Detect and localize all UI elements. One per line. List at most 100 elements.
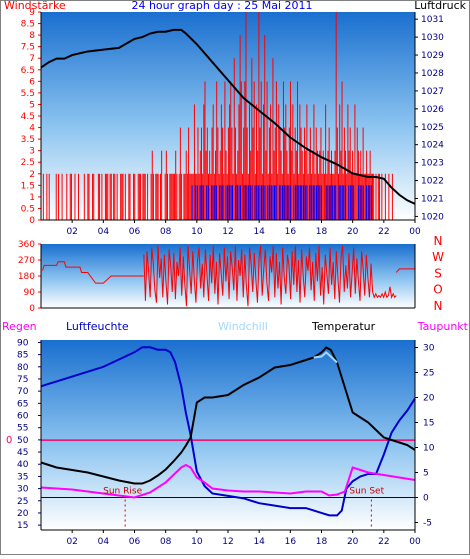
rain-zero-label: 0	[6, 435, 12, 446]
series-line	[40, 346, 416, 485]
wind-tick-label: 5	[29, 100, 35, 110]
wind-tick-label: 6.5	[21, 66, 35, 76]
x-tick-label: 00	[409, 227, 421, 237]
wind-tick-label: 4	[29, 124, 35, 134]
x-tick-label: 18	[316, 537, 328, 547]
pressure-tick-label: 1031	[421, 15, 444, 25]
compass-label: N	[434, 299, 443, 313]
wind-direction-lines	[42, 245, 415, 307]
x-tick-label: 16	[285, 537, 297, 547]
compass-label: N	[434, 234, 443, 248]
wind-tick-label: 1	[29, 193, 35, 203]
pressure-axis-title: Luftdruck	[414, 0, 466, 12]
compass-label: S	[434, 266, 442, 280]
wind-tick-label: 5.5	[21, 89, 35, 99]
sun-annotation-label: Sun Set	[349, 487, 384, 497]
humidity-tick-label: 60	[17, 412, 29, 422]
wind-tick-label: 1.5	[21, 181, 35, 191]
direction-tick-label: 90	[24, 288, 36, 298]
legend-entry: Luftfeuchte	[66, 320, 129, 333]
humidity-tick-label: 30	[17, 485, 29, 495]
humidity-tick-label: 75	[17, 375, 28, 385]
wind-tick-label: 0.5	[21, 204, 35, 214]
wind-direction-line	[395, 268, 415, 273]
panel3-legend: Regen Luftfeuchte Windchill Temperatur Taupu…	[2, 320, 469, 333]
wind-tick-label: 3	[29, 147, 35, 157]
humidity-tick-label: 25	[17, 497, 28, 507]
pressure-tick-label: 1022	[421, 177, 444, 187]
wind-tick-label: 2.5	[21, 158, 35, 168]
direction-tick-label: 360	[18, 240, 35, 250]
humidity-tick-label: 15	[17, 521, 28, 531]
x-tick-label: 10	[191, 537, 203, 547]
x-tick-label: 20	[347, 227, 359, 237]
wind-tick-label: 7.5	[21, 43, 35, 53]
legend-entry: Windchill	[218, 320, 268, 333]
wind-tick-label: 9	[29, 8, 35, 18]
pressure-axis-ticks: 1020 1021 1022 1023 1024 1025 1026 1027 1028 1029…	[415, 15, 444, 222]
pressure-tick-label: 1030	[421, 33, 444, 43]
wind-speed-axis-title: Windstärke	[4, 0, 66, 12]
pressure-tick-label: 1021	[421, 194, 444, 204]
compass-label: W	[432, 250, 444, 264]
humidity-tick-label: 90	[17, 338, 29, 348]
temperature-tick-label: 15	[423, 419, 434, 429]
wind-direction-line	[143, 245, 397, 307]
humidity-tick-label: 70	[17, 387, 29, 397]
x-tick-label: 08	[160, 227, 172, 237]
x-tick-label: 02	[66, 537, 77, 547]
humidity-tick-label: 35	[17, 472, 28, 482]
wind-tick-label: 2	[29, 170, 35, 180]
x-tick-label: 22	[378, 227, 389, 237]
temperature-tick-label: 10	[423, 444, 435, 454]
direction-tick-label: 180	[18, 272, 35, 282]
x-tick-label: 06	[129, 537, 141, 547]
wind-direction-line	[42, 261, 144, 284]
legend-entry: Regen	[2, 320, 37, 333]
pressure-tick-label: 1024	[421, 141, 444, 151]
pressure-line	[40, 28, 416, 205]
sun-annotation-label: Sun Rise	[103, 487, 142, 497]
temperature-tick-label: -5	[423, 519, 432, 529]
wind-tick-label: 7	[29, 54, 35, 64]
x-tick-label: 00	[409, 537, 421, 547]
legend-entry: Taupunkt	[417, 320, 469, 333]
x-tick-label: 22	[378, 537, 389, 547]
pressure-tick-label: 1027	[421, 87, 444, 97]
x-tick-label: 06	[129, 227, 141, 237]
wind-tick-label: 6	[29, 77, 35, 87]
wind-speed-bars	[42, 12, 393, 220]
graph-title: 24 hour graph day : 25 Mai 2011	[131, 0, 312, 12]
compass-label: O	[433, 283, 442, 297]
panel1-x-ticks: 02 04 06 08 10 12 14 16 18 20 22 00	[66, 220, 421, 237]
wind-tick-label: 8.5	[21, 20, 35, 30]
pressure-tick-label: 1023	[421, 159, 444, 169]
temperature-tick-label: 5	[423, 469, 429, 479]
temperature-tick-label: 25	[423, 369, 434, 379]
legend-entry: Temperatur	[311, 320, 376, 333]
wind-tick-label: 4.5	[21, 112, 35, 122]
wind-speed-axis-ticks: 0 0.51 1.52 2.53 3.54 4.5 55.5 66.5 77.5 88.5 9	[21, 8, 41, 226]
temperature-tick-label: 0	[423, 494, 429, 504]
pressure-tick-label: 1020	[421, 212, 444, 222]
x-tick-label: 08	[160, 537, 172, 547]
series-line	[40, 463, 416, 499]
temperature-tick-label: 30	[423, 344, 435, 354]
humidity-tick-label: 45	[17, 448, 28, 458]
x-tick-label: 20	[347, 537, 359, 547]
pressure-tick-label: 1029	[421, 51, 444, 61]
x-tick-label: 18	[316, 227, 328, 237]
humidity-tick-label: 80	[17, 363, 29, 373]
pressure-tick-label: 1025	[421, 123, 444, 133]
x-tick-label: 14	[253, 537, 265, 547]
x-tick-label: 12	[222, 537, 233, 547]
humidity-tick-label: 55	[17, 424, 28, 434]
direction-tick-label: 270	[18, 256, 35, 266]
wind-tick-label: 0	[29, 216, 35, 226]
x-tick-label: 04	[98, 227, 110, 237]
x-tick-label: 02	[66, 227, 77, 237]
temperature-humidity-plot-area	[41, 340, 415, 530]
